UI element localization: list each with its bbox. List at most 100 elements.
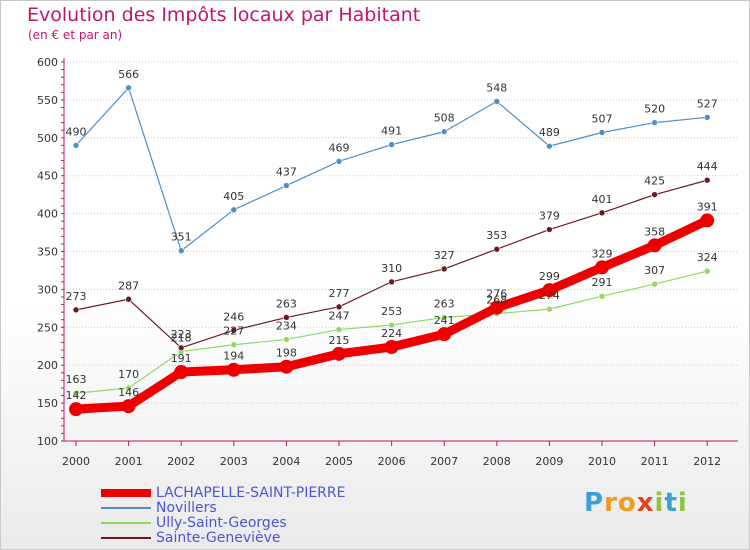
chart-title: Evolution des Impôts locaux par Habitant (27, 4, 421, 26)
data-label: 310 (381, 262, 402, 275)
data-label: 324 (697, 251, 718, 264)
data-point (283, 182, 290, 189)
data-label: 287 (118, 279, 139, 292)
data-label: 227 (223, 325, 244, 338)
logo-letter: i (654, 488, 665, 518)
data-point (283, 336, 290, 343)
legend-swatch (101, 537, 151, 539)
data-point (226, 362, 241, 377)
y-tick-label: 200 (37, 359, 58, 372)
data-point (598, 209, 606, 217)
data-label: 224 (381, 327, 402, 340)
data-point (335, 326, 343, 333)
data-label: 391 (697, 200, 718, 213)
data-label: 215 (329, 334, 350, 347)
logo-letter: r (604, 488, 618, 518)
data-label: 263 (434, 297, 455, 310)
y-tick-label: 350 (37, 246, 58, 259)
data-label: 358 (644, 225, 665, 238)
data-point (437, 327, 452, 342)
data-point (72, 306, 80, 314)
data-point (546, 226, 553, 233)
x-tick-label: 2011 (641, 455, 669, 468)
data-point (125, 295, 132, 303)
data-point (703, 176, 711, 184)
x-tick-label: 2008 (483, 455, 511, 468)
data-label: 163 (66, 373, 87, 386)
data-point (542, 283, 557, 298)
data-label: 520 (644, 103, 665, 116)
data-point (69, 402, 83, 417)
legend-label: Novillers (156, 500, 217, 516)
data-point (440, 265, 448, 273)
data-point (332, 346, 346, 361)
data-label: 194 (223, 350, 244, 363)
x-tick-label: 2010 (588, 455, 616, 468)
data-point (279, 359, 294, 374)
y-tick-label: 300 (37, 283, 58, 296)
data-label: 469 (329, 141, 350, 154)
data-label: 566 (118, 68, 139, 81)
data-label: 299 (539, 270, 560, 283)
data-label: 276 (486, 288, 507, 301)
data-label: 170 (118, 368, 139, 381)
data-point (177, 247, 185, 255)
data-point (651, 119, 658, 126)
x-tick-label: 2002 (167, 455, 195, 468)
data-point (230, 327, 238, 334)
data-point (651, 191, 658, 198)
x-tick-label: 2004 (272, 455, 300, 468)
legend-swatch (101, 489, 151, 497)
data-label: 401 (592, 193, 613, 206)
data-point (493, 245, 501, 253)
data-point (384, 340, 399, 355)
legend-label: Sainte-Geneviève (156, 530, 281, 546)
data-label: 508 (434, 112, 455, 125)
data-label: 444 (697, 160, 718, 173)
legend-label: Ully-Saint-Georges (156, 515, 287, 531)
data-point (230, 206, 238, 214)
legend-swatch (101, 507, 151, 509)
data-label: 277 (329, 287, 350, 300)
data-label: 268 (486, 294, 507, 307)
y-tick-label: 450 (37, 170, 58, 183)
data-label: 241 (434, 314, 455, 327)
data-label: 351 (171, 231, 192, 244)
data-point (651, 280, 658, 288)
x-tick-label: 2001 (115, 455, 143, 468)
data-point (489, 300, 504, 315)
data-point (700, 213, 715, 228)
data-point (598, 129, 606, 136)
legend-item: Novillers (101, 501, 431, 516)
data-label: 274 (539, 289, 560, 302)
data-point (493, 98, 501, 105)
data-label: 218 (171, 332, 192, 345)
data-label: 253 (381, 305, 402, 318)
chart-legend: LACHAPELLE-SAINT-PIERRE Novillers Ully-Sai… (101, 486, 431, 546)
x-tick-label: 2009 (535, 455, 563, 468)
proxiti-logo: Proxiti (584, 488, 688, 518)
data-label: 437 (276, 166, 297, 179)
data-label: 247 (329, 310, 350, 323)
data-label: 379 (539, 210, 560, 223)
data-label: 425 (644, 175, 665, 188)
legend-item: LACHAPELLE-SAINT-PIERRE (101, 486, 431, 501)
data-point (598, 292, 606, 300)
data-point (125, 384, 132, 392)
chart-subtitle: (en € et par an) (28, 28, 123, 42)
logo-letter: x (636, 488, 655, 518)
data-point (595, 260, 609, 275)
data-label: 263 (276, 297, 297, 310)
x-tick-label: 2007 (430, 455, 458, 468)
logo-letter: t (664, 488, 678, 518)
data-point (388, 278, 395, 286)
x-tick-label: 2012 (693, 455, 721, 468)
data-label: 307 (644, 264, 665, 277)
data-point (177, 344, 185, 352)
data-label: 491 (381, 125, 402, 138)
x-tick-label: 2000 (62, 455, 90, 468)
x-tick-label: 2006 (378, 455, 406, 468)
data-point (335, 303, 343, 311)
